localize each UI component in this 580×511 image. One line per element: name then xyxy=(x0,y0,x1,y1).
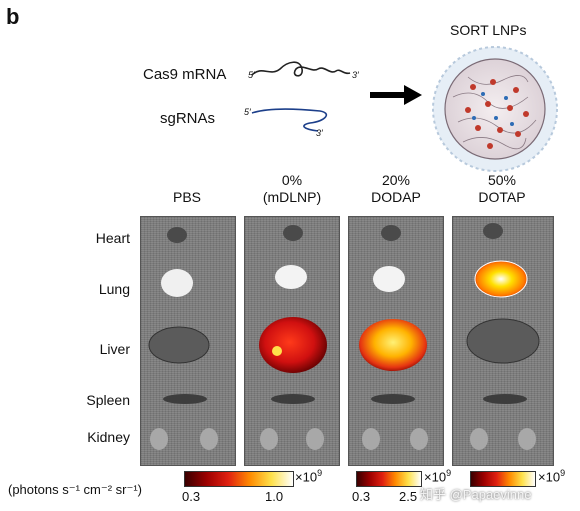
liver-organ xyxy=(148,326,210,364)
lung-organ xyxy=(474,260,528,298)
colorbar-dodap-min: 0.3 xyxy=(352,489,371,504)
sgrna-strand xyxy=(251,108,328,132)
kidney-right-organ xyxy=(306,428,324,450)
column-header-mdlnp: 0% (mDLNP) xyxy=(262,172,322,205)
mrna-three-prime: 3′ xyxy=(352,70,359,80)
kidney-right-organ xyxy=(518,428,536,450)
organ-label-liver: Liver xyxy=(99,341,130,357)
ivis-image-mdlnp xyxy=(244,216,340,466)
spleen-organ xyxy=(271,394,315,404)
ivis-image-pbs xyxy=(140,216,236,466)
sgrna-three-prime: 3′ xyxy=(316,128,323,138)
panel-letter: b xyxy=(6,4,20,29)
sgrna-five-prime: 5′ xyxy=(244,107,251,117)
colorbar-dodap-multiplier: ×109 xyxy=(424,468,452,485)
kidney-left-organ xyxy=(260,428,278,450)
colorbar-dodap xyxy=(356,471,422,487)
heart-organ xyxy=(483,223,503,239)
organ-label-lung: Lung xyxy=(98,281,130,297)
organ-label-spleen: Spleen xyxy=(86,392,130,408)
spleen-organ xyxy=(483,394,527,404)
colorbar-mdlnp-multiplier: ×109 xyxy=(295,468,323,485)
organ-label-kidney: Kidney xyxy=(87,429,130,445)
column-header-dotap: 50% DOTAP xyxy=(478,172,526,205)
radiance-unit-label: (photons s⁻¹ cm⁻² sr⁻¹) xyxy=(8,482,142,497)
spleen-organ xyxy=(163,394,207,404)
sort-lnp-particle-icon xyxy=(432,46,558,172)
colorbar-mdlnp-max: 1.0 xyxy=(265,489,284,504)
sgrna-label: sgRNAs xyxy=(160,110,216,127)
colorbar-mdlnp xyxy=(184,471,294,487)
kidney-left-organ xyxy=(362,428,380,450)
ivis-image-dotap xyxy=(452,216,554,466)
rna-strands-diagram xyxy=(251,61,351,132)
sort-lnps-title: SORT LNPs xyxy=(450,22,527,38)
heart-organ xyxy=(283,225,303,241)
heart-organ xyxy=(167,227,187,243)
spleen-organ xyxy=(371,394,415,404)
heart-organ xyxy=(381,225,401,241)
liver-organ xyxy=(359,319,427,371)
colorbar-dodap-max: 2.5 xyxy=(399,489,418,504)
ivis-image-dodap xyxy=(348,216,444,466)
colorbar-mdlnp-min: 0.3 xyxy=(182,489,201,504)
organ-label-heart: Heart xyxy=(95,230,130,246)
column-header-pbs: PBS xyxy=(172,189,201,205)
colorbar-dotap-multiplier: ×109 xyxy=(538,468,566,485)
kidney-right-organ xyxy=(200,428,218,450)
lung-organ xyxy=(161,269,193,297)
liver-organ xyxy=(259,317,327,373)
watermark: 知乎 @Papaevinne xyxy=(420,487,532,502)
colorbar-dotap xyxy=(470,471,536,487)
lung-organ xyxy=(275,265,307,289)
column-header-dodap: 20% DODAP xyxy=(371,172,421,205)
lung-organ xyxy=(373,266,405,292)
kidney-left-organ xyxy=(150,428,168,450)
liver-organ xyxy=(466,318,540,364)
mrna-five-prime: 5′ xyxy=(248,70,255,80)
cas9-mrna-label: Cas9 mRNA xyxy=(143,66,227,83)
arrow-icon xyxy=(370,85,422,105)
kidney-right-organ xyxy=(410,428,428,450)
cas9-mrna-strand xyxy=(251,61,351,77)
kidney-left-organ xyxy=(470,428,488,450)
